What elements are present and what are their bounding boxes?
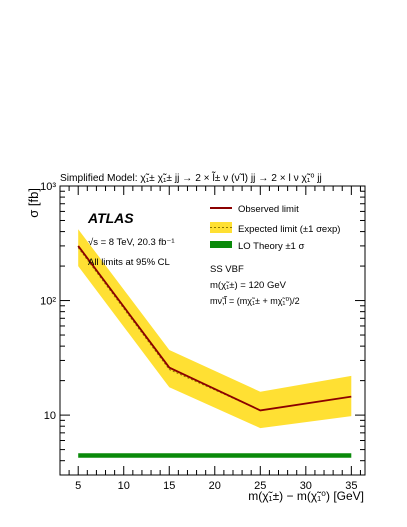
x-tick-label: 20 (209, 480, 221, 492)
y-tick-label: 10³ (40, 181, 56, 193)
energy-lumi-label: √s = 8 TeV, 20.3 fb⁻¹ (88, 237, 175, 248)
plot-frame (59, 185, 366, 476)
x-axis-label: m(χ̃₁±) − m(χ̃₁⁰) [GeV] (248, 489, 364, 503)
legend-observed-label: Observed limit (238, 204, 299, 215)
x-tick-label: 10 (118, 480, 130, 492)
x-tick-label: 15 (163, 480, 175, 492)
mass-relation-label: mν̃,l̃ = (mχ̃₁± + mχ̃₁⁰)/2 (210, 295, 300, 306)
y-tick-label: 10 (44, 410, 56, 422)
x-tick-label: 30 (300, 480, 312, 492)
legend-expected-label: Expected limit (±1 σexp) (238, 224, 340, 235)
signal-region-label: SS VBF (210, 264, 244, 275)
chart-title: Simplified Model: χ̃₁± χ̃₁± jj → 2 × l̃±… (60, 171, 322, 184)
y-axis-label: σ [fb] (26, 188, 41, 218)
legend-theory-swatch (210, 241, 232, 248)
theory-band (78, 453, 352, 458)
legend-theory-label: LO Theory ±1 σ (238, 241, 304, 252)
legend-expected-swatch (210, 222, 232, 233)
x-tick-label: 25 (254, 480, 266, 492)
x-tick-label: 5 (75, 480, 81, 492)
legend: Observed limit Expected limit (±1 σexp) … (210, 204, 340, 252)
confidence-level-label: All limits at 95% CL (88, 257, 170, 268)
x-tick-label: 35 (345, 480, 357, 492)
mass-label: m(χ̃₁±) = 120 GeV (210, 280, 287, 291)
observed-limit-line (77, 245, 352, 412)
y-tick-label: 10² (40, 296, 56, 308)
atlas-label: ATLAS (87, 210, 134, 226)
